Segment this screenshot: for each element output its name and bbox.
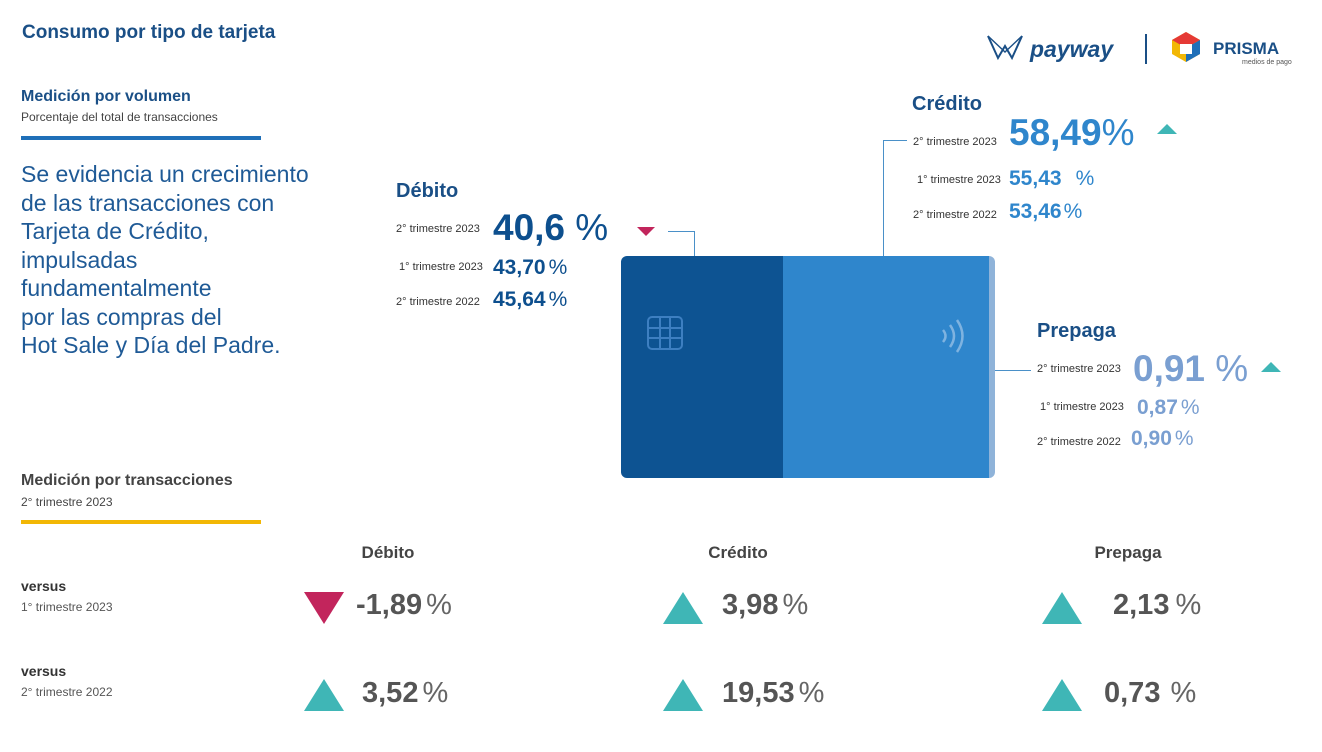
row2-credit-trend-up-icon [663,679,703,711]
debit-trend-down-icon [637,227,655,236]
debit-q2-2022-label: 2° trimestre 2022 [396,296,480,308]
credit-q2-2022-label: 2° trimestre 2022 [913,209,997,221]
prisma-logo: PRISMA medios de pago [1170,30,1305,70]
row1-sublabel: 1° trimestre 2023 [21,600,113,614]
debit-connector-h [668,231,695,232]
row1-label: versus [21,578,67,594]
debit-title: Débito [396,180,459,202]
row2-label: versus [21,663,67,679]
prepaid-title: Prepaga [1037,320,1116,342]
card-illustration [621,256,995,478]
credit-q2-2023-label: 2° trimestre 2023 [913,136,997,148]
row2-prepaid-value: 0,73% [1104,677,1197,709]
payway-wordmark: payway [1030,36,1114,62]
row1-credit-value: 3,98% [722,589,809,621]
column-header-debit: Débito [361,543,415,562]
prepaid-q2-2023-label: 2° trimestre 2023 [1037,363,1121,375]
chip-icon [647,316,683,350]
payway-mark-icon [987,35,1023,61]
row2-prepaid-trend-up-icon [1042,679,1082,711]
transactions-section-title: Medición por transacciones [21,472,233,489]
credit-trend-up-icon [1157,124,1177,134]
row1-credit-trend-up-icon [663,592,703,624]
row1-prepaid-value: 2,13% [1113,589,1202,621]
row2-sublabel: 2° trimestre 2022 [21,685,113,699]
credit-title: Crédito [912,93,982,115]
row2-debit-value: 3,52% [362,677,449,709]
card-credit-half [783,256,989,478]
transactions-section-subtitle: 2° trimestre 2023 [21,495,113,509]
debit-q1-2023-label: 1° trimestre 2023 [399,261,483,273]
prisma-wordmark: PRISMA [1213,39,1280,58]
payway-logo: payway [986,32,1126,68]
debit-q2-2022-value: 45,64% [493,288,568,311]
page-title: Consumo por tipo de tarjeta [22,22,276,43]
credit-q1-2023-label: 1° trimestre 2023 [917,174,1001,186]
row2-debit-trend-up-icon [304,679,344,711]
debit-connector-v [694,231,695,256]
prisma-tagline: medios de pago [1242,59,1292,66]
prisma-mark-icon [1172,32,1200,62]
volume-section-title: Medición por volumen [21,88,191,105]
prepaid-connector-h [995,370,1031,371]
column-header-prepaid: Prepaga [1094,543,1162,562]
column-header-credit: Crédito [708,543,768,562]
prepaid-q1-2023-label: 1° trimestre 2023 [1040,401,1124,413]
credit-connector-h [883,140,907,141]
debit-q2-2023-label: 2° trimestre 2023 [396,223,480,235]
volume-section-rule [21,136,261,140]
prepaid-q2-2023-value: 0,91 % [1133,348,1249,389]
prepaid-trend-up-icon [1261,362,1281,372]
volume-section-subtitle: Porcentaje del total de transacciones [21,110,218,124]
logo-divider [1145,34,1147,64]
credit-q2-2023-value: 58,49% [1009,112,1135,153]
row1-prepaid-trend-up-icon [1042,592,1082,624]
debit-q2-2023-value: 40,6 % [493,207,609,248]
contactless-icon [941,319,964,353]
card-prepaid-strip [989,256,995,478]
credit-connector-v [883,140,884,256]
prepaid-q2-2022-label: 2° trimestre 2022 [1037,436,1121,448]
headline-text: Se evidencia un crecimiento de las trans… [21,161,309,358]
row2-credit-value: 19,53% [722,677,825,709]
prepaid-q2-2022-value: 0,90% [1131,427,1194,450]
prepaid-q1-2023-value: 0,87% [1137,396,1200,419]
transactions-section-rule [21,520,261,524]
credit-q2-2022-value: 53,46% [1009,200,1083,223]
card-debit-half [621,256,783,478]
credit-q1-2023-value: 55,43% [1009,167,1095,190]
debit-q1-2023-value: 43,70% [493,256,568,279]
row1-debit-trend-down-icon [304,592,344,624]
row1-debit-value: -1,89% [356,589,452,621]
